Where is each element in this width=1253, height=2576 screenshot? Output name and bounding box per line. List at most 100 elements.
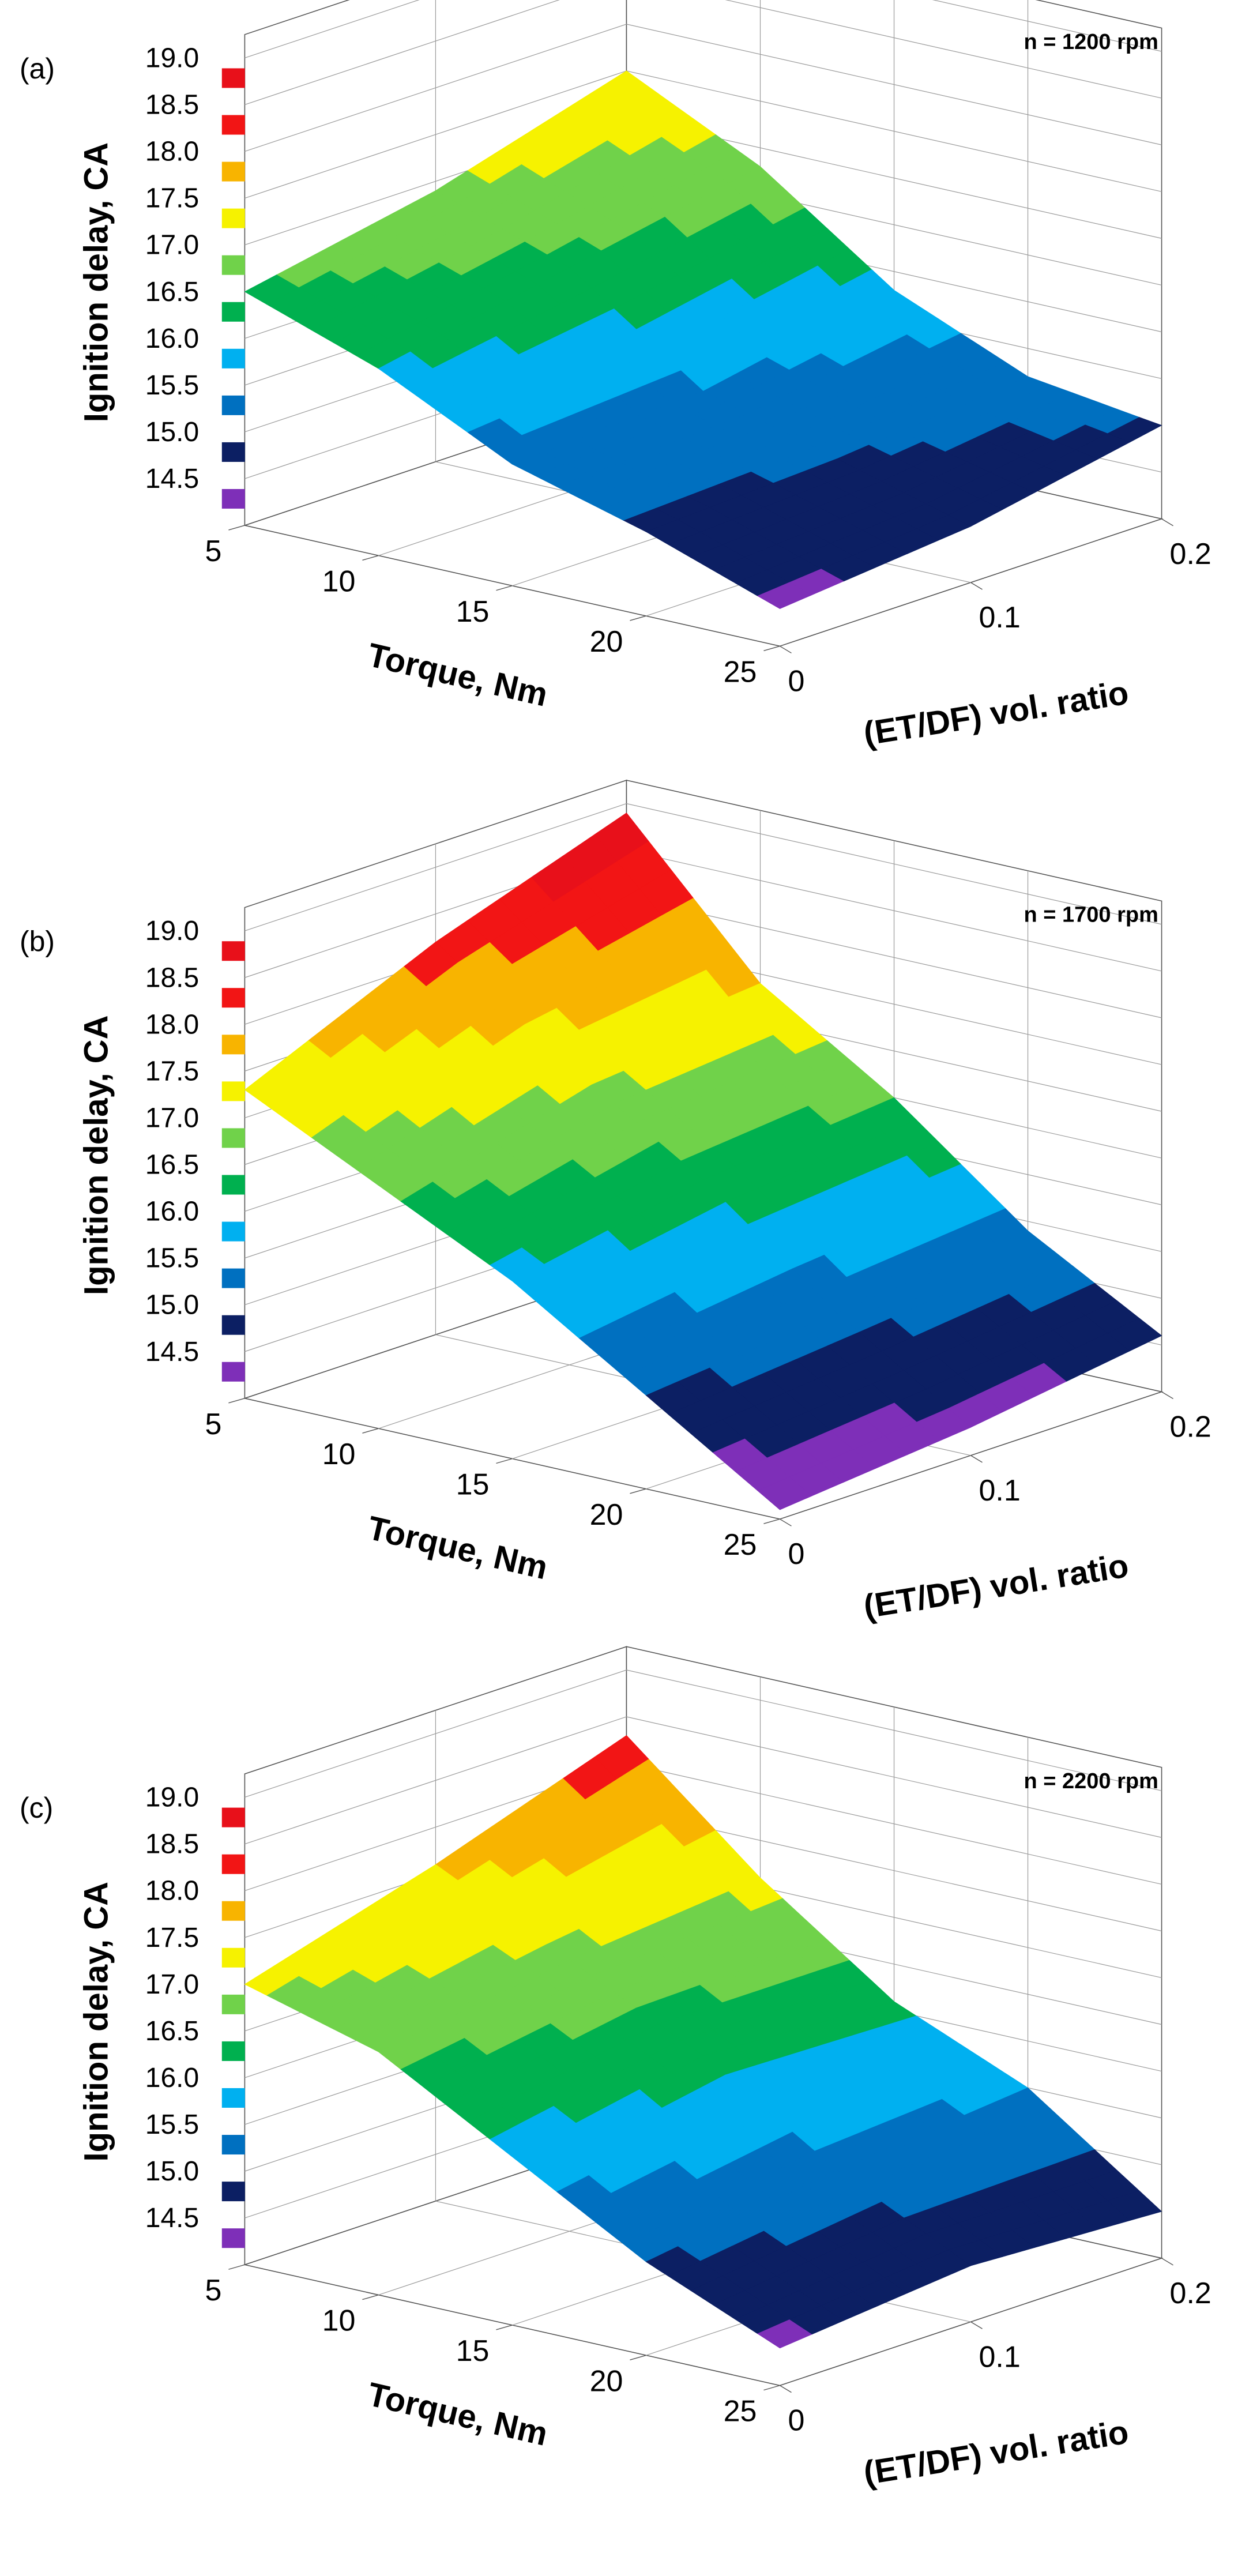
legend-swatch [221, 1901, 245, 1921]
legend-swatch [221, 1175, 245, 1195]
z-tick-label: 17.0 [145, 1969, 199, 2000]
y-tick-label: 0.1 [979, 1474, 1021, 1507]
legend-swatch [221, 208, 245, 228]
y-tick-label: 0.2 [1170, 2277, 1211, 2310]
legend-swatch [221, 988, 245, 1008]
z-tick-label: 16.5 [145, 1150, 199, 1180]
z-tick-label: 16.0 [145, 1197, 199, 1227]
legend-swatch [221, 1035, 245, 1055]
x-tick-label: 20 [590, 625, 623, 659]
x-tick-label: 15 [456, 2334, 490, 2368]
z-tick-label: 15.5 [145, 370, 199, 401]
z-tick-label: 17.5 [145, 183, 199, 214]
y-tick-label: 0.1 [979, 2340, 1021, 2374]
legend-swatch [221, 1221, 245, 1242]
x-tick-label: 10 [322, 1438, 356, 1471]
surface [244, 813, 1162, 1510]
y-tick [780, 645, 792, 654]
z-axis-title: Ignition delay, CA [78, 1882, 115, 2162]
panel-title: n = 1200 rpm [1024, 30, 1158, 54]
grid-line [244, 0, 1162, 106]
x-tick [630, 2355, 646, 2360]
z-tick-label: 15.0 [145, 2156, 199, 2187]
surface-patch [757, 1476, 812, 1510]
x-tick-label: 25 [724, 1528, 757, 1562]
y-tick-label: 0.2 [1170, 1411, 1211, 1444]
grid-line [244, 1669, 1162, 1798]
x-tick [496, 2325, 513, 2330]
z-tick-label: 16.0 [145, 2063, 199, 2093]
panel-title: n = 1700 rpm [1024, 903, 1158, 927]
legend-swatch [221, 1128, 245, 1148]
x-tick-label: 10 [322, 565, 356, 598]
y-tick [970, 1455, 983, 1463]
chart-panel-c: 19.0 18.5 18.0 17.5 17.0 16.5 16.0 15.5 15.0 14.5… [20, 1646, 1211, 2492]
z-tick-label: 17.5 [145, 1056, 199, 1086]
y-axis-title: (ET/DF) vol. ratio [861, 674, 1131, 753]
y-tick-label: 0 [788, 664, 804, 698]
panel-label: (a) [20, 52, 55, 85]
x-tick-label: 10 [322, 2304, 356, 2338]
legend-swatch [221, 1994, 245, 2014]
legend-swatch [221, 2041, 245, 2061]
z-tick-label: 15.0 [145, 417, 199, 447]
x-tick [362, 2294, 379, 2300]
z-tick-label: 17.0 [145, 230, 199, 261]
y-tick [1161, 518, 1173, 527]
z-axis-title: Ignition delay, CA [78, 1016, 115, 1296]
x-tick-label: 5 [205, 535, 221, 568]
z-tick-label: 17.0 [145, 1103, 199, 1133]
legend-swatch [221, 161, 245, 182]
y-tick [1161, 1391, 1173, 1400]
x-axis-title: Torque, Nm [364, 1509, 551, 1587]
x-axis-title: Torque, Nm [364, 2375, 551, 2453]
z-tick-label: 18.0 [145, 137, 199, 167]
x-tick [362, 1428, 379, 1434]
x-tick [763, 2385, 780, 2391]
z-tick-label: 14.5 [145, 464, 199, 494]
y-axis-title: (ET/DF) vol. ratio [861, 1547, 1131, 1626]
legend-swatch [221, 68, 245, 88]
legend-swatch [221, 941, 245, 961]
chart-panel-b: 19.0 18.5 18.0 17.5 17.0 16.5 16.0 15.5 15.0 14.5… [20, 779, 1211, 1626]
surface [244, 1735, 1162, 2349]
legend-swatch [221, 302, 245, 322]
grid-line [244, 803, 1162, 931]
y-tick [1161, 2258, 1173, 2266]
z-tick-label: 18.0 [145, 1009, 199, 1040]
legend-swatch [221, 1362, 245, 1382]
y-tick [970, 2321, 983, 2329]
legend-swatch [221, 1947, 245, 1968]
z-tick-label: 19.0 [145, 1782, 199, 1813]
z-tick-label: 16.5 [145, 277, 199, 307]
z-tick-label: 15.0 [145, 1290, 199, 1321]
z-tick-label: 15.5 [145, 1243, 199, 1274]
x-tick [362, 555, 379, 561]
x-tick [763, 645, 780, 652]
z-tick-label: 18.5 [145, 1829, 199, 1860]
chart-panel-a: 19.0 18.5 18.0 17.5 17.0 16.5 16.0 15.5 15.0 14.5… [20, 0, 1211, 753]
legend-swatch [221, 489, 245, 509]
y-tick [780, 2385, 792, 2393]
legend-swatch [221, 255, 245, 275]
z-tick-label: 15.5 [145, 2109, 199, 2140]
y-tick [970, 582, 983, 590]
legend-swatch [221, 1081, 245, 1101]
x-tick-label: 15 [456, 595, 490, 629]
grid-line [244, 1716, 1162, 1845]
z-tick-label: 19.0 [145, 43, 199, 73]
x-tick-label: 5 [205, 1408, 221, 1441]
panel-label: (c) [20, 1792, 53, 1824]
z-tick-label: 18.0 [145, 1876, 199, 1906]
x-tick [228, 1398, 245, 1404]
x-tick [496, 1458, 513, 1464]
x-tick [630, 615, 646, 621]
legend-swatch [221, 2228, 245, 2248]
legend-swatch [221, 348, 245, 368]
z-axis-title: Ignition delay, CA [78, 142, 115, 423]
z-tick-label: 16.0 [145, 324, 199, 354]
y-tick-label: 0 [788, 1537, 804, 1571]
x-tick-label: 15 [456, 1468, 490, 1502]
